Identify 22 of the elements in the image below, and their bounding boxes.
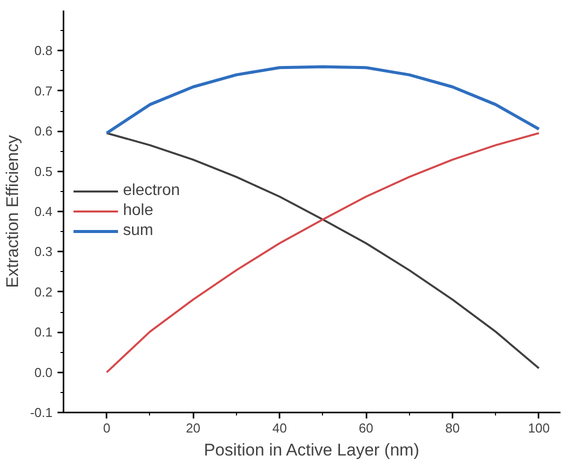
y-tick-label: 0.8 <box>34 43 53 58</box>
y-tick-label: 0.6 <box>34 124 53 139</box>
x-tick-label: 60 <box>358 420 374 436</box>
y-tick-label: 0.3 <box>34 244 53 260</box>
y-tick-label: 0.2 <box>34 284 53 300</box>
y-tick-label: 0.1 <box>34 324 53 340</box>
x-tick-label: 20 <box>186 420 200 436</box>
legend-label: hole <box>123 202 154 220</box>
x-tick-label: 40 <box>272 420 287 436</box>
y-tick-label: -0.1 <box>30 405 53 420</box>
y-tick-label: 0.4 <box>34 204 53 219</box>
x-tick-label: 100 <box>528 420 550 436</box>
legend-label: sum <box>123 222 154 240</box>
y-tick-label: 0.5 <box>34 164 53 179</box>
x-axis-title: Position in Active Layer (nm) <box>204 440 420 460</box>
x-tick-label: 0 <box>103 420 110 436</box>
y-tick-label: 0.7 <box>34 83 53 98</box>
y-axis-title: Extraction Efficiency <box>3 134 22 288</box>
line-series <box>105 65 540 135</box>
y-tick-label: 0.0 <box>34 364 53 380</box>
x-tick-label: 80 <box>445 420 460 436</box>
legend-label: electron <box>123 182 180 200</box>
